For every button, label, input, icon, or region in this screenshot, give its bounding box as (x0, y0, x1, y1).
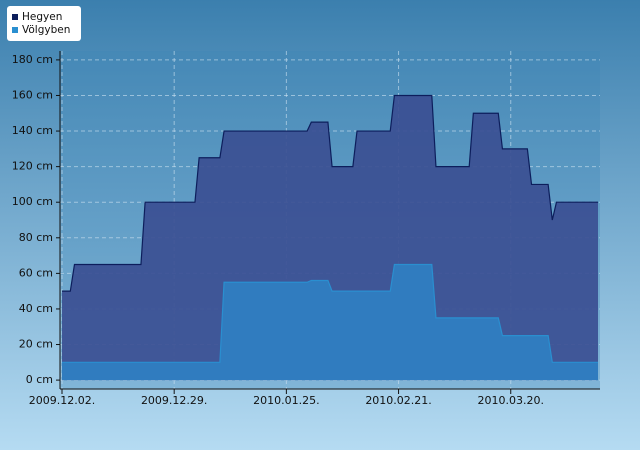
x-tick-label: 2010.02.21. (365, 394, 431, 407)
legend-label: Hegyen (22, 11, 62, 23)
x-tick-label: 2009.12.29. (141, 394, 207, 407)
legend-swatch (12, 27, 18, 33)
y-tick-label: 40 cm (19, 302, 53, 315)
y-tick-label: 180 cm (12, 53, 53, 66)
area-line (62, 263, 598, 363)
y-tick-label: 60 cm (19, 266, 53, 279)
x-tick-label: 2010.03.20. (478, 394, 544, 407)
x-tick-label: 2009.12.02. (29, 394, 95, 407)
legend-label: Völgyben (22, 24, 70, 36)
y-tick-label: 120 cm (12, 160, 53, 173)
area (62, 264, 598, 381)
legend-box (7, 6, 81, 41)
y-tick-label: 160 cm (12, 88, 53, 101)
area-line (62, 94, 598, 292)
y-tick-label: 100 cm (12, 195, 53, 208)
y-tick-label: 140 cm (12, 124, 53, 137)
legend-swatch (12, 14, 18, 20)
y-tick-label: 20 cm (19, 338, 53, 351)
y-tick-label: 80 cm (19, 231, 53, 244)
x-tick-label: 2010.01.25. (253, 394, 319, 407)
y-tick-label: 0 cm (26, 373, 53, 386)
